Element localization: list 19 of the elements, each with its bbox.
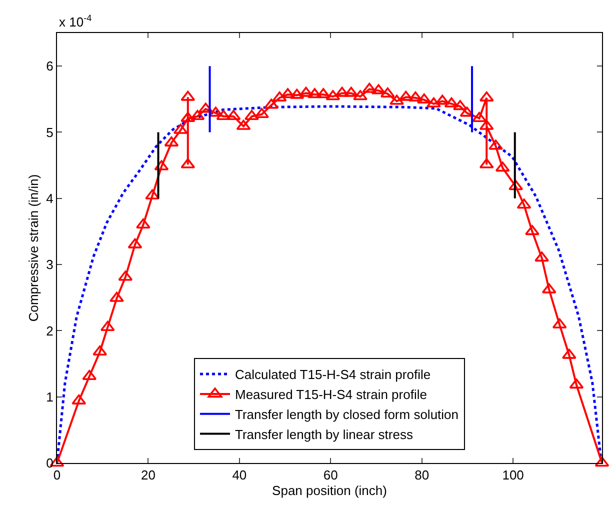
x-tick-label: 80 [414, 468, 430, 483]
legend-label: Transfer length by linear stress [235, 426, 414, 442]
legend-label: Transfer length by closed form solution [235, 406, 459, 422]
y-tick-label: 2 [46, 323, 54, 338]
y-axis-title: Compressive strain (in/in) [26, 174, 42, 322]
y-tick-label: 0 [46, 456, 54, 471]
y-tick-label: 3 [46, 257, 54, 272]
legend-label: Measured T15-H-S4 strain profile [235, 387, 427, 402]
y-tick-label: 4 [46, 190, 54, 206]
y-tick-label: 6 [46, 58, 54, 74]
x-tick-label: 100 [502, 468, 524, 483]
text: x 10$^{-4}$ [59, 13, 92, 30]
x-tick-label: 20 [140, 468, 156, 483]
y-tick-label: 1 [46, 389, 54, 404]
x-tick-label: 40 [232, 468, 247, 483]
x-tick-label: 60 [323, 468, 338, 483]
y-tick-label: 5 [46, 124, 54, 140]
x-axis-title: Span position (inch) [272, 483, 387, 498]
legend-label: Calculated T15-H-S4 strain profile [235, 367, 431, 382]
